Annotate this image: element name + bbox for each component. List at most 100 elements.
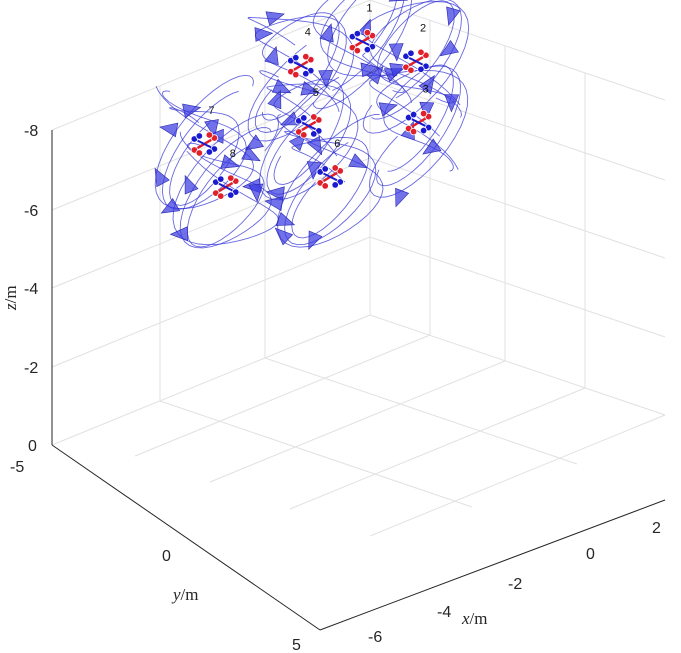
direction-arrow-6: [306, 135, 323, 156]
uav-label-4: 4: [305, 27, 311, 39]
uav-rotor: [353, 46, 362, 55]
uav-arm-blue: [405, 55, 427, 68]
direction-arrow-4: [318, 69, 334, 89]
trajectory-line-6: [291, 136, 370, 239]
direction-arrow-3: [444, 94, 460, 113]
trajectory-line-1: [312, 0, 413, 110]
y-tick-label: -5: [10, 459, 24, 476]
y-tick-label: 5: [292, 637, 301, 653]
direction-arrow-1: [388, 43, 404, 62]
direction-arrow-6: [274, 227, 294, 246]
uav-rotor: [419, 126, 428, 135]
uav-rotor: [310, 113, 318, 121]
uav-rotor: [310, 130, 318, 138]
direction-arrow-2: [439, 39, 459, 57]
trajectory-line-7: [168, 107, 240, 206]
uav-rotor: [321, 165, 329, 173]
uav-marker-6: 6: [316, 138, 344, 190]
z-tick-label: -4: [24, 281, 38, 298]
trajectory-line-6: [283, 130, 377, 246]
uav-rotor: [217, 192, 225, 200]
direction-arrow-7: [159, 122, 179, 138]
uav-rotor: [417, 48, 425, 56]
uav-marker-1: 1: [348, 3, 377, 55]
uav-rotor: [409, 110, 418, 119]
y-tick-label: 0: [162, 548, 171, 565]
x-axis-ticks: -6 -4 -2 0 2: [368, 520, 661, 646]
trajectory-line-3: [369, 69, 469, 198]
y-axis-ticks: -5 0 5: [10, 459, 301, 653]
uav-rotor: [205, 148, 214, 156]
uav-rotor: [409, 127, 418, 136]
uav-rotor: [195, 149, 204, 157]
trajectory-line-2: [362, 1, 470, 134]
direction-arrow-5: [300, 81, 320, 96]
trajectory-lines: [154, 0, 470, 249]
direction-arrow-3: [395, 187, 410, 208]
uav-rotor: [419, 109, 428, 118]
uav-marker-4: 4: [287, 27, 315, 79]
direction-arrow-1: [360, 62, 380, 78]
x-tick-label: 2: [652, 520, 661, 537]
direction-arrow-7: [182, 103, 202, 119]
uav-marker-5: 5: [295, 87, 323, 139]
uav-rotor: [331, 164, 339, 172]
uav-rotor: [363, 45, 372, 54]
uav-arm-blue: [193, 138, 215, 150]
uav-label-3: 3: [423, 84, 429, 96]
uav-marker-2: 2: [402, 22, 430, 74]
x-tick-label: -2: [508, 576, 522, 593]
trajectory-line-8: [179, 127, 272, 249]
uav-arm-blue: [215, 181, 237, 193]
uav-rotor: [217, 175, 225, 183]
direction-arrow-5: [271, 78, 292, 94]
z-axis-label: z/m: [1, 285, 20, 311]
uav-rotor: [302, 69, 310, 78]
trajectory-line-8: [172, 113, 279, 246]
direction-arrow-3: [422, 138, 442, 155]
z-tick-label: -6: [24, 203, 38, 220]
uav-label-1: 1: [366, 3, 372, 15]
direction-arrow-1: [319, 23, 334, 43]
direction-arrow-6: [264, 196, 284, 212]
uav-rotor: [300, 114, 308, 122]
uav-rotor: [292, 70, 300, 79]
uav-rotor: [195, 132, 204, 140]
uav-rotor: [363, 28, 372, 37]
y-axis-label: y/m: [171, 585, 199, 604]
uav-label-6: 6: [334, 138, 340, 150]
uav-rotor: [227, 174, 235, 182]
grid-lines: [51, 0, 666, 537]
direction-arrow-2: [446, 6, 461, 26]
x-tick-label: -6: [368, 629, 382, 646]
uav-arm-blue: [351, 35, 373, 48]
direction-arrow-8: [275, 211, 296, 226]
x-tick-label: -4: [437, 604, 451, 621]
trajectory-line-1: [319, 0, 405, 94]
direction-arrow-7: [160, 198, 181, 214]
z-axis-ticks: -8 -6 -4 -2 0: [24, 123, 38, 455]
uav-rotor: [407, 49, 415, 57]
trajectory-line-5: [259, 70, 359, 201]
uav-rotor: [300, 131, 308, 139]
uav-rotor: [321, 182, 329, 190]
uav-rotor: [205, 131, 214, 139]
trajectory-line-4: [254, 15, 347, 133]
axes-box: [51, 130, 666, 631]
trajectory-line-4: [247, 17, 354, 142]
uav-rotor: [407, 66, 415, 74]
trajectory-line-3: [376, 65, 461, 187]
direction-arrow-8: [184, 174, 199, 195]
trajectory-line-5: [266, 83, 352, 195]
direction-arrow-8: [169, 226, 189, 242]
uav-arm-blue: [319, 171, 341, 183]
direction-arrow-8: [220, 154, 240, 169]
direction-arrow-3: [366, 65, 384, 85]
uav-label-7: 7: [208, 105, 214, 117]
uav-arm-blue: [290, 59, 312, 72]
uav-label-2: 2: [420, 22, 426, 34]
z-tick-label: -8: [24, 123, 38, 140]
uav-label-8: 8: [230, 148, 236, 160]
uav-label-5: 5: [313, 87, 319, 99]
z-tick-label: -2: [24, 360, 38, 377]
